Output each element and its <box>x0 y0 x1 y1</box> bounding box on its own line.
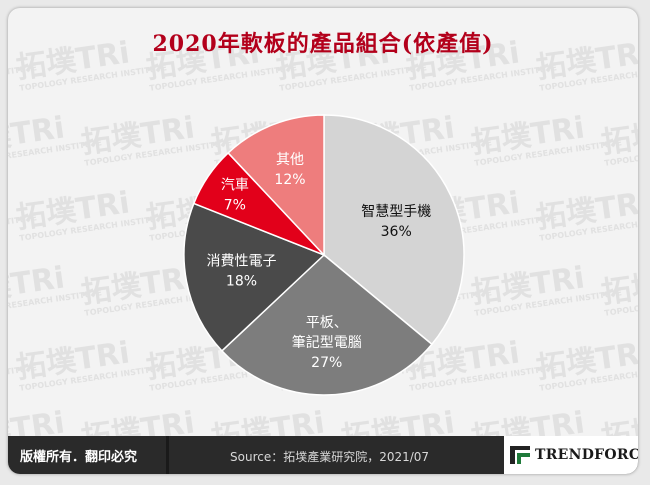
copyright-notice: 版權所有．翻印必究 <box>20 450 138 465</box>
pie-slice <box>227 114 325 257</box>
slice-category-label: 筆記型電腦 <box>292 334 362 351</box>
slice-value-label: 18% <box>226 274 257 290</box>
logo-wordmark: TRENDFORCE <box>535 447 638 463</box>
slice-label: 其他 12% <box>274 152 305 188</box>
footer-divider <box>166 436 169 474</box>
slice-label: 消費性電子 18% <box>206 254 276 290</box>
slice-category-label: 智慧型手機 <box>361 204 431 220</box>
pie-slice <box>323 114 465 346</box>
slice-value-label: 12% <box>274 172 305 188</box>
slice-label: 智慧型手機 36% <box>361 204 431 240</box>
footer-bar: 版權所有．翻印必究 Source：拓墣產業研究院，2021/07 TRENDFO… <box>8 436 638 474</box>
trendforce-logo: TRENDFORCE <box>504 436 638 474</box>
slice-value-label: 7% <box>224 197 246 213</box>
trendforce-logo-icon <box>510 446 530 464</box>
slice-category-label: 消費性電子 <box>206 254 276 270</box>
pie-chart: 智慧型手機 36% 平板、筆記型電腦 27% 消費性電子 18% 汽車 7% 其他 12% <box>183 114 465 396</box>
slice-category-label: 平板、 <box>306 315 348 331</box>
slice-value-label: 27% <box>311 355 342 371</box>
pie-slice <box>220 254 433 396</box>
slice-category-label: 汽車 <box>221 176 249 193</box>
slice-value-label: 36% <box>381 224 412 240</box>
pie-slice <box>183 202 326 352</box>
chart-title: 2020年軟板的產品組合(依產值) <box>152 31 494 57</box>
source-note: Source：拓墣產業研究院，2021/07 <box>230 450 430 464</box>
slice-label: 平板、筆記型電腦 27% <box>292 315 362 371</box>
slice-label: 汽車 7% <box>221 176 249 213</box>
slice-category-label: 其他 <box>276 152 304 168</box>
